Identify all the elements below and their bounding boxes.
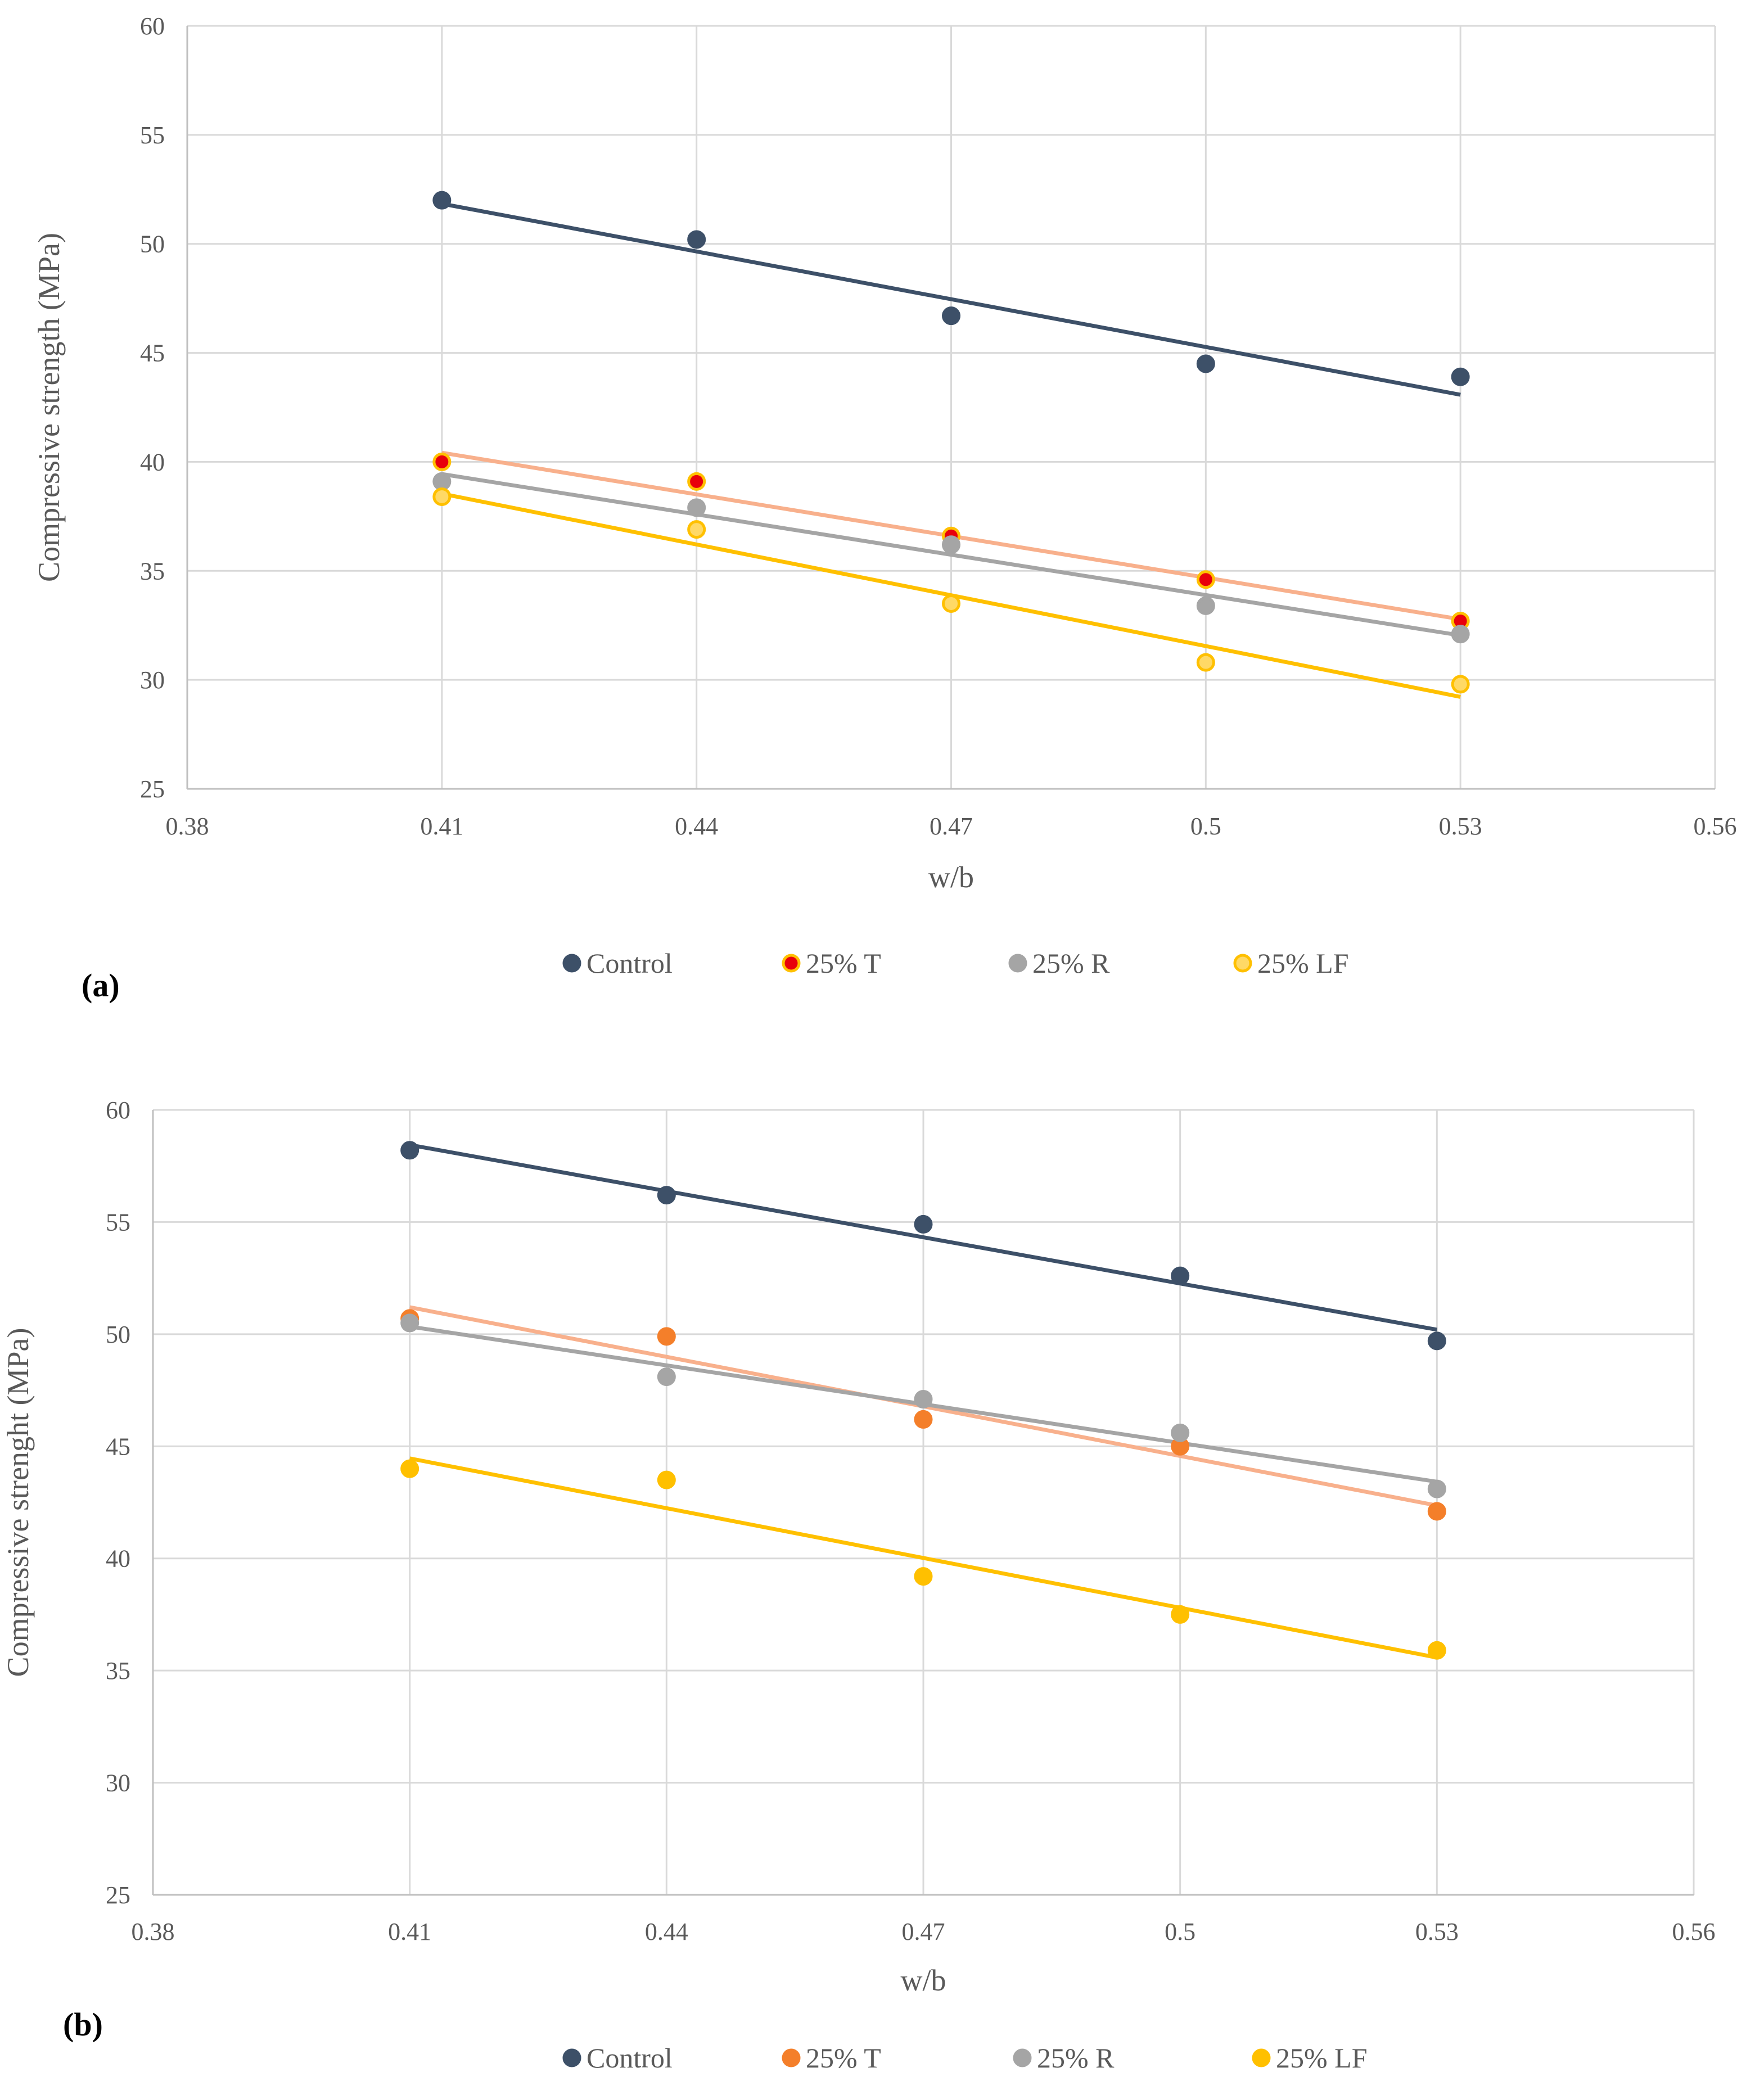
chart-b-y-tick-label: 60 (106, 1096, 130, 1124)
chart-panel-b: 0.38 0.41 0.44 0.47 0.5 0.53 0.56 25 30 35 40 45 50 5… (1, 1096, 1716, 2074)
chart-b-legend-marker-25pct-r (1013, 2048, 1032, 2067)
chart-b-point-25pct-lf (914, 1567, 933, 1586)
chart-a-point-25pct-r (432, 472, 452, 491)
chart-b-x-tick-label: 0.44 (645, 1918, 688, 1945)
chart-b-trendline-25pct-lf (409, 1456, 1437, 1660)
chart-b-y-axis-title: Compressive strenght (MPa) (1, 1328, 35, 1677)
chart-b-x-axis-title: w/b (901, 1963, 946, 1997)
chart-b-point-25pct-lf (657, 1470, 676, 1489)
chart-a-point-control (942, 306, 960, 326)
chart-b-legend-label-25pct-t: 25% T (806, 2042, 881, 2074)
chart-b-panel-label: (b) (63, 2006, 103, 2043)
chart-a-x-tick-label: 0.5 (1190, 812, 1221, 840)
chart-b-point-25pct-t (657, 1327, 676, 1346)
chart-b-point-25pct-lf (400, 1459, 419, 1478)
chart-b-point-25pct-r (657, 1367, 676, 1387)
chart-b-x-tick-label: 0.38 (132, 1918, 175, 1945)
chart-a-point-25pct-t (1196, 570, 1215, 589)
chart-a-legend-label-25pct-lf: 25% LF (1257, 947, 1349, 979)
chart-b-point-control (914, 1214, 933, 1234)
chart-b-x-tick-label: 0.41 (388, 1918, 431, 1945)
chart-a-legend-marker-25pct-t (782, 954, 801, 973)
chart-a-trendline-25pct-r (441, 472, 1461, 638)
chart-a-point-control (687, 230, 706, 249)
chart-a-point-25pct-lf (1451, 675, 1470, 694)
chart-b-y-tick-label: 55 (106, 1208, 130, 1236)
chart-b-point-25pct-r (1427, 1479, 1446, 1498)
chart-a-x-tick-label: 0.41 (420, 812, 463, 840)
chart-panel-a: 0.38 0.41 0.44 0.47 0.5 0.53 0.56 25 30 35 40 45 50 5… (32, 12, 1737, 1004)
chart-a-legend-label-25pct-t: 25% T (806, 947, 881, 979)
chart-b-x-tick-label: 0.53 (1415, 1918, 1459, 1945)
chart-b-point-25pct-r (914, 1390, 933, 1409)
chart-b-y-tick-label: 25 (106, 1881, 130, 1909)
chart-b-x-tick-label: 0.5 (1165, 1918, 1195, 1945)
chart-b-y-tick-label: 50 (106, 1321, 130, 1348)
chart-b-y-tick-label: 35 (106, 1657, 130, 1685)
chart-a-point-25pct-r (1196, 596, 1215, 615)
chart-b-legend-label-25pct-lf: 25% LF (1276, 2042, 1368, 2074)
chart-a-y-axis-title: Compressive strength (MPa) (32, 233, 66, 582)
chart-b-point-25pct-r (400, 1313, 419, 1333)
chart-b-y-tick-label: 30 (106, 1769, 130, 1797)
chart-a-y-tick-label: 40 (140, 448, 165, 476)
chart-b-legend-marker-control (562, 2048, 581, 2067)
chart-a-point-25pct-lf (1196, 653, 1215, 672)
chart-a-point-25pct-r (942, 535, 960, 554)
chart-b-point-25pct-lf (1427, 1641, 1446, 1660)
chart-a-point-control (1451, 367, 1470, 386)
chart-a-x-tick-label: 0.47 (930, 812, 973, 840)
chart-b-legend-marker-25pct-lf (1252, 2048, 1271, 2067)
chart-b-point-25pct-lf (1171, 1605, 1190, 1624)
chart-b-legend-label-control: Control (587, 2042, 673, 2074)
chart-a-legend-marker-25pct-r (1008, 954, 1027, 973)
chart-a-point-25pct-lf (687, 520, 706, 539)
chart-b-trendline-control (409, 1143, 1437, 1332)
chart-a-y-tick-label: 55 (140, 121, 165, 149)
chart-b-legend-marker-25pct-t (782, 2048, 801, 2067)
chart-a-y-tick-label: 50 (140, 231, 165, 258)
chart-b-point-control (400, 1141, 419, 1160)
chart-a-point-25pct-lf (942, 594, 960, 613)
chart-a-point-control (1196, 354, 1215, 373)
chart-a-point-25pct-lf (432, 487, 452, 506)
chart-a-y-tick-label: 30 (140, 666, 165, 694)
chart-a-legend-marker-control (562, 954, 581, 973)
chart-a-y-tick-label: 60 (140, 12, 165, 40)
chart-a-x-tick-label: 0.53 (1439, 812, 1482, 840)
chart-a-x-tick-label: 0.56 (1694, 812, 1737, 840)
chart-b-point-25pct-r (1171, 1423, 1190, 1442)
chart-a-legend-label-25pct-r: 25% R (1032, 947, 1110, 979)
chart-b-point-25pct-t (914, 1410, 933, 1429)
chart-a-y-tick-label: 25 (140, 775, 165, 803)
chart-a-y-tick-label: 35 (140, 557, 165, 585)
chart-b-point-control (1427, 1331, 1446, 1351)
chart-a-y-tick-label: 45 (140, 340, 165, 367)
chart-a-point-control (432, 191, 452, 210)
chart-a-point-25pct-r (687, 498, 706, 517)
chart-b-point-control (1171, 1266, 1190, 1285)
chart-b-x-tick-label: 0.56 (1672, 1918, 1716, 1945)
chart-b-point-control (657, 1186, 676, 1205)
chart-a-x-tick-label: 0.44 (675, 812, 718, 840)
chart-a-panel-label: (a) (82, 967, 120, 1004)
chart-a-point-25pct-t (432, 452, 452, 471)
chart-a-point-25pct-t (687, 472, 706, 491)
chart-a-trendline-control (441, 201, 1461, 397)
chart-b-y-tick-label: 40 (106, 1545, 130, 1573)
chart-a-legend-label-control: Control (587, 947, 673, 979)
chart-a-x-tick-label: 0.38 (166, 812, 209, 840)
chart-a-legend-marker-25pct-lf (1233, 954, 1252, 973)
chart-b-x-tick-label: 0.47 (902, 1918, 945, 1945)
chart-a-point-25pct-r (1451, 625, 1470, 644)
chart-b-y-tick-label: 45 (106, 1433, 130, 1460)
chart-b-legend-label-25pct-r: 25% R (1037, 2042, 1115, 2074)
chart-b-point-25pct-t (1427, 1502, 1446, 1521)
chart-a-x-axis-title: w/b (928, 860, 974, 894)
